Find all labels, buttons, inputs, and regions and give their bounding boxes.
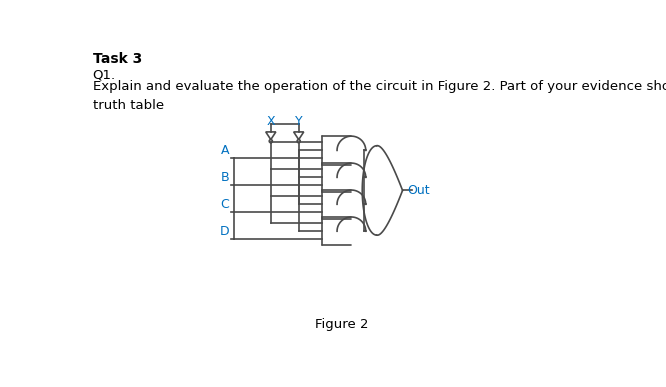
Text: C: C: [220, 198, 229, 211]
Text: Figure 2: Figure 2: [314, 318, 368, 330]
Text: A: A: [220, 144, 229, 157]
Text: D: D: [219, 225, 229, 238]
Text: Explain and evaluate the operation of the circuit in Figure 2. Part of your evid: Explain and evaluate the operation of th…: [93, 80, 666, 112]
Text: Out: Out: [407, 184, 430, 197]
Text: X: X: [266, 115, 275, 128]
Text: B: B: [220, 171, 229, 184]
Text: Task 3: Task 3: [93, 52, 142, 66]
Text: Q1.: Q1.: [93, 69, 116, 82]
Text: Y: Y: [295, 115, 302, 128]
